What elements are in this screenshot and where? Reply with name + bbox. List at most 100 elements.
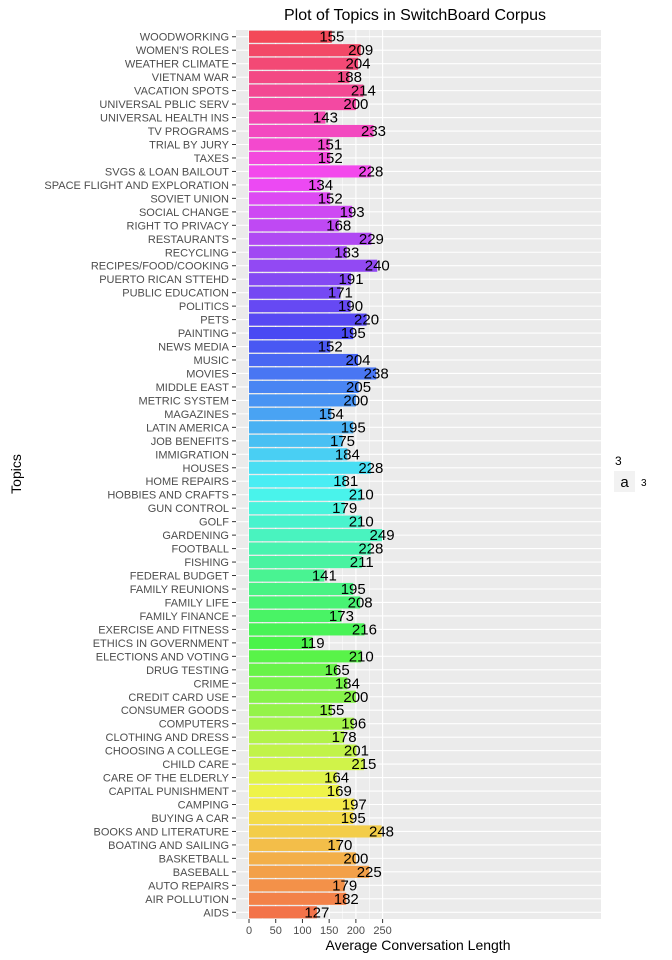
bar bbox=[249, 461, 371, 474]
data-label: 204 bbox=[346, 56, 371, 73]
data-label: 127 bbox=[304, 904, 329, 921]
data-label: 179 bbox=[332, 500, 357, 517]
y-tick-label: BOATING AND SAILING bbox=[108, 840, 229, 852]
legend-title: 3 bbox=[615, 454, 622, 468]
data-label: 210 bbox=[349, 487, 374, 504]
bar bbox=[249, 71, 350, 84]
x-tick-label: 150 bbox=[320, 925, 338, 937]
bar bbox=[249, 124, 374, 138]
y-tick-label: AIR POLLUTION bbox=[145, 894, 229, 906]
bar bbox=[249, 744, 357, 757]
y-tick-label: VACATION SPOTS bbox=[134, 86, 229, 98]
data-label: 141 bbox=[312, 568, 337, 585]
data-label: 205 bbox=[346, 379, 371, 396]
y-tick-label: WOMEN'S ROLES bbox=[136, 45, 229, 57]
bar bbox=[249, 219, 339, 232]
data-label: 225 bbox=[357, 864, 382, 881]
data-label: 182 bbox=[334, 891, 359, 908]
bar bbox=[249, 353, 359, 367]
data-label: 240 bbox=[365, 258, 390, 275]
y-tick-label: DRUG TESTING bbox=[146, 665, 229, 677]
data-label: 204 bbox=[346, 352, 371, 369]
bar bbox=[249, 811, 354, 825]
plot-panel bbox=[236, 30, 601, 919]
y-tick-label: FISHING bbox=[184, 557, 229, 569]
y-tick-label: RIGHT TO PRIVACY bbox=[127, 220, 230, 232]
y-tick-label: VIETNAM WAR bbox=[152, 72, 229, 84]
data-label: 179 bbox=[332, 877, 357, 894]
x-tick-label: 50 bbox=[270, 925, 282, 937]
data-label: 228 bbox=[358, 460, 383, 477]
bar bbox=[249, 192, 331, 205]
data-label: 228 bbox=[358, 163, 383, 180]
data-label: 196 bbox=[341, 716, 366, 733]
data-label: 152 bbox=[318, 150, 343, 167]
bar bbox=[249, 609, 342, 622]
y-tick-label: BASEBALL bbox=[173, 867, 229, 879]
x-tick-label: 100 bbox=[293, 925, 311, 937]
x-tick-label: 0 bbox=[246, 925, 252, 937]
bar bbox=[249, 273, 352, 286]
y-tick-label: TAXES bbox=[194, 153, 229, 165]
bar bbox=[249, 798, 355, 811]
data-label: 200 bbox=[343, 96, 368, 113]
legend-key-label: 3 bbox=[641, 478, 647, 489]
bar bbox=[249, 758, 364, 771]
y-tick-label: METRIC SYSTEM bbox=[139, 395, 229, 407]
y-tick-label: PAINTING bbox=[178, 328, 229, 340]
bar bbox=[249, 892, 347, 905]
bar bbox=[249, 421, 354, 434]
bar bbox=[249, 205, 353, 218]
y-tick-label: CHOOSING A COLLEGE bbox=[105, 746, 229, 758]
data-label: 184 bbox=[335, 446, 360, 463]
bar bbox=[249, 111, 326, 124]
y-tick-label: MOVIES bbox=[186, 368, 229, 380]
bar bbox=[249, 394, 356, 407]
y-tick-label: HOBBIES AND CRAFTS bbox=[107, 490, 229, 502]
y-tick-label: CLOTHING AND DRESS bbox=[106, 732, 229, 744]
legend-key-glyph: a bbox=[620, 474, 629, 491]
data-label: 178 bbox=[332, 729, 357, 746]
bar bbox=[249, 838, 340, 851]
bar bbox=[249, 286, 341, 299]
bar bbox=[249, 731, 345, 744]
x-axis-title: Average Conversation Length bbox=[326, 937, 511, 953]
data-label: 143 bbox=[313, 110, 338, 127]
data-label: 193 bbox=[340, 204, 365, 221]
y-tick-label: EXERCISE AND FITNESS bbox=[98, 624, 229, 636]
data-label: 210 bbox=[349, 648, 374, 665]
data-label: 151 bbox=[317, 136, 342, 153]
data-label: 200 bbox=[343, 392, 368, 409]
data-label: 195 bbox=[341, 581, 366, 598]
data-labels: 1271821792252001702481951971691642152011… bbox=[301, 29, 395, 922]
bar bbox=[249, 906, 317, 919]
data-label: 152 bbox=[318, 190, 343, 207]
y-tick-label: UNIVERSAL HEALTH INS bbox=[100, 113, 229, 125]
bar bbox=[249, 690, 356, 703]
bar bbox=[249, 367, 377, 380]
bar bbox=[249, 232, 372, 245]
bar bbox=[249, 542, 371, 555]
y-tick-label: RECIPES/FOOD/COOKING bbox=[91, 261, 229, 273]
bar bbox=[249, 704, 332, 717]
chart-title: Plot of Topics in SwitchBoard Corpus bbox=[284, 7, 546, 24]
data-label: 183 bbox=[334, 244, 359, 261]
y-tick-label: GARDENING bbox=[162, 530, 229, 542]
bar bbox=[249, 677, 348, 690]
bar bbox=[249, 44, 361, 57]
y-tick-label: IMMIGRATION bbox=[155, 449, 229, 461]
y-tick-label: ELECTIONS AND VOTING bbox=[96, 651, 229, 663]
bar bbox=[249, 555, 362, 569]
data-label: 171 bbox=[328, 285, 353, 302]
bar bbox=[249, 582, 354, 596]
x-axis: 0 50 100 150 200 250 bbox=[246, 919, 392, 937]
y-tick-label: CARE OF THE ELDERLY bbox=[103, 773, 230, 785]
bar bbox=[249, 879, 345, 892]
data-label: 155 bbox=[319, 702, 344, 719]
y-tick-label: RECYCLING bbox=[165, 247, 229, 259]
data-label: 238 bbox=[364, 365, 389, 382]
y-tick-label: RESTAURANTS bbox=[148, 234, 229, 246]
y-tick-label: TRIAL BY JURY bbox=[149, 139, 230, 151]
